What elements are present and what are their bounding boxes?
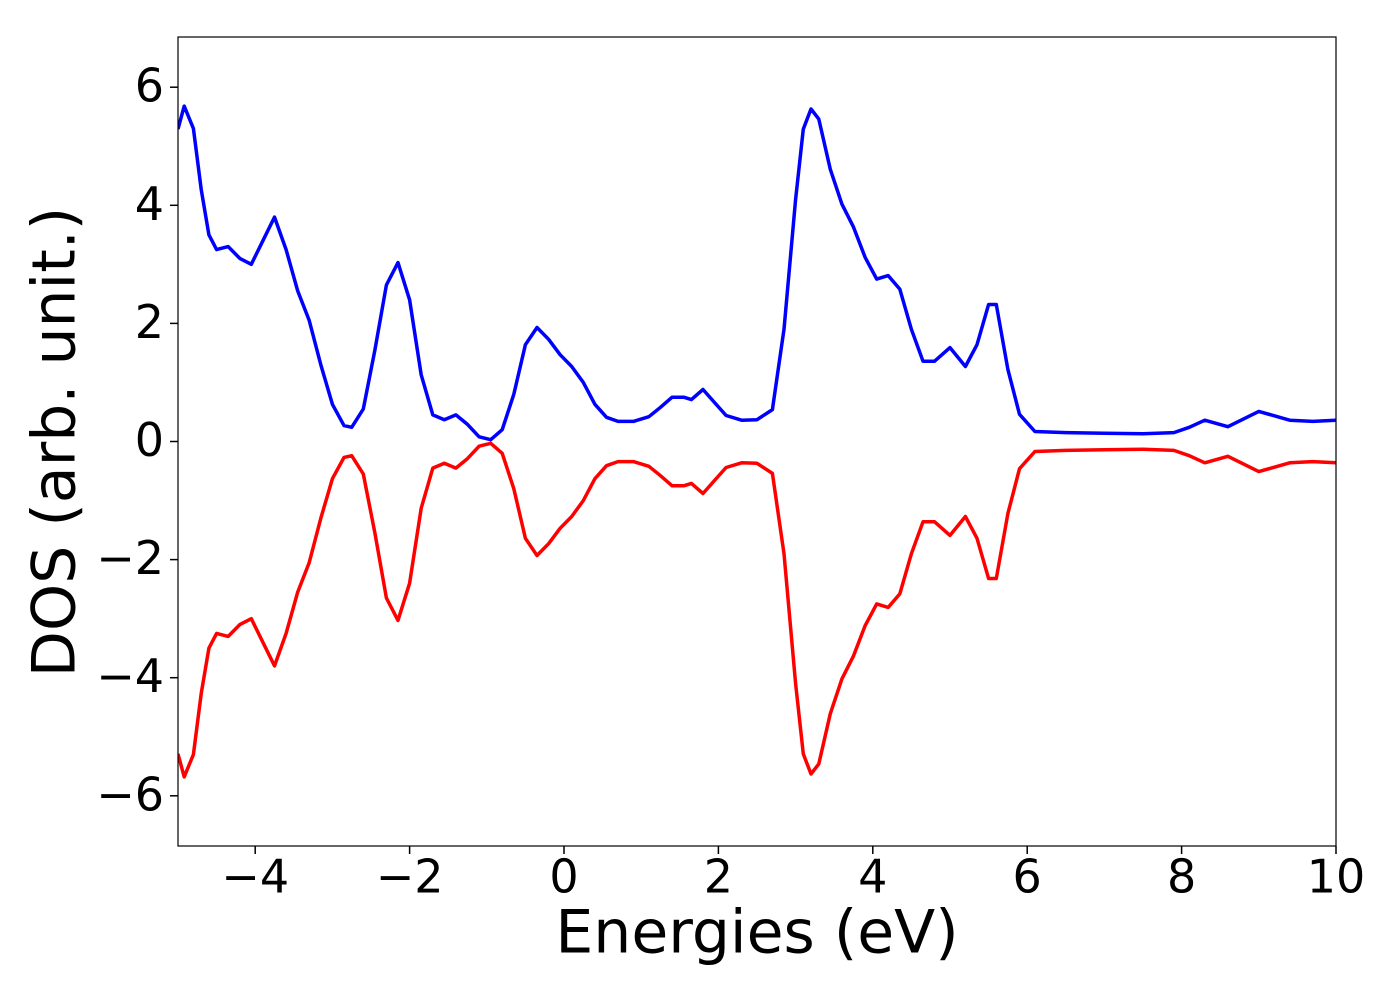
x-tick-label: 10 [1307, 850, 1366, 904]
x-tick-label: 8 [1167, 850, 1196, 904]
plot-frame [177, 36, 1337, 847]
y-tick-label: −2 [96, 531, 164, 585]
y-axis-label: DOS (arb. unit.) [20, 207, 90, 677]
x-tick-label: 4 [858, 850, 887, 904]
y-tick-label: −4 [96, 649, 164, 703]
dos-line [178, 104, 1336, 442]
x-tick-label: −2 [376, 850, 444, 904]
x-axis-label: Energies (eV) [555, 898, 958, 968]
x-tick-label: 2 [704, 850, 733, 904]
x-tick-label: 0 [549, 850, 578, 904]
x-tick-label: −4 [221, 850, 289, 904]
y-tick-label: 6 [135, 59, 164, 113]
dos-line [178, 441, 1336, 779]
y-tick-label: −6 [96, 767, 164, 821]
x-tick-label: 6 [1013, 850, 1042, 904]
y-tick-label: 4 [135, 177, 164, 231]
y-tick-label: 0 [135, 413, 164, 467]
y-tick-label: 2 [135, 295, 164, 349]
